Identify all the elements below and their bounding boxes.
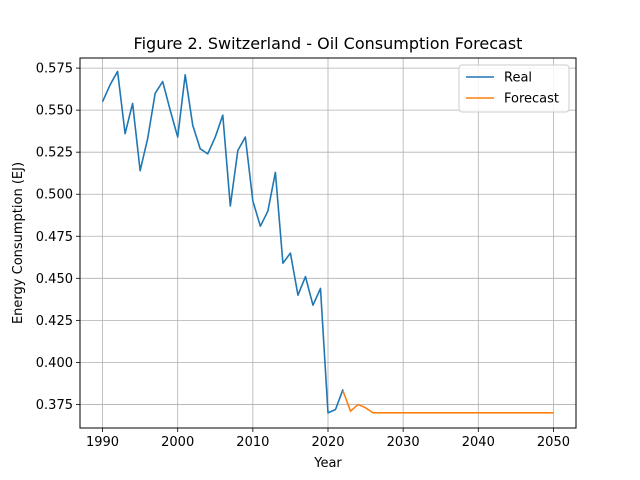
y-tick-label: 0.550 <box>36 104 73 119</box>
y-axis-label: Energy Consumption (EJ) <box>11 162 26 324</box>
y-tick-label: 0.525 <box>36 146 73 161</box>
x-tick-label: 2020 <box>311 435 344 450</box>
x-tick-label: 2030 <box>387 435 420 450</box>
y-tick-label: 0.500 <box>36 188 73 203</box>
x-axis: 1990 2000 2010 2020 2030 2040 2050 <box>86 428 570 450</box>
y-tick-label: 0.450 <box>36 272 73 287</box>
x-tick-label: 2050 <box>537 435 570 450</box>
series-line-forecast <box>342 390 554 414</box>
legend: Real Forecast <box>458 64 570 113</box>
y-tick-label: 0.475 <box>36 230 73 245</box>
series-layer <box>101 70 554 414</box>
x-tick-label: 2010 <box>236 435 269 450</box>
y-axis: 0.375 0.400 0.425 0.450 0.475 0.500 0.525 0.550… <box>36 62 80 413</box>
series-line-real <box>101 70 344 414</box>
y-tick-label: 0.575 <box>36 62 73 77</box>
x-axis-label: Year <box>313 456 342 471</box>
chart-title: Figure 2. Switzerland - Oil Consumption … <box>134 34 523 53</box>
legend-label-forecast: Forecast <box>504 92 559 107</box>
x-tick-label: 1990 <box>86 435 119 450</box>
y-tick-label: 0.400 <box>36 356 73 371</box>
y-tick-label: 0.425 <box>36 314 73 329</box>
x-tick-label: 2040 <box>462 435 495 450</box>
y-tick-label: 0.375 <box>36 398 73 413</box>
x-tick-label: 2000 <box>161 435 194 450</box>
legend-label-real: Real <box>504 71 532 86</box>
